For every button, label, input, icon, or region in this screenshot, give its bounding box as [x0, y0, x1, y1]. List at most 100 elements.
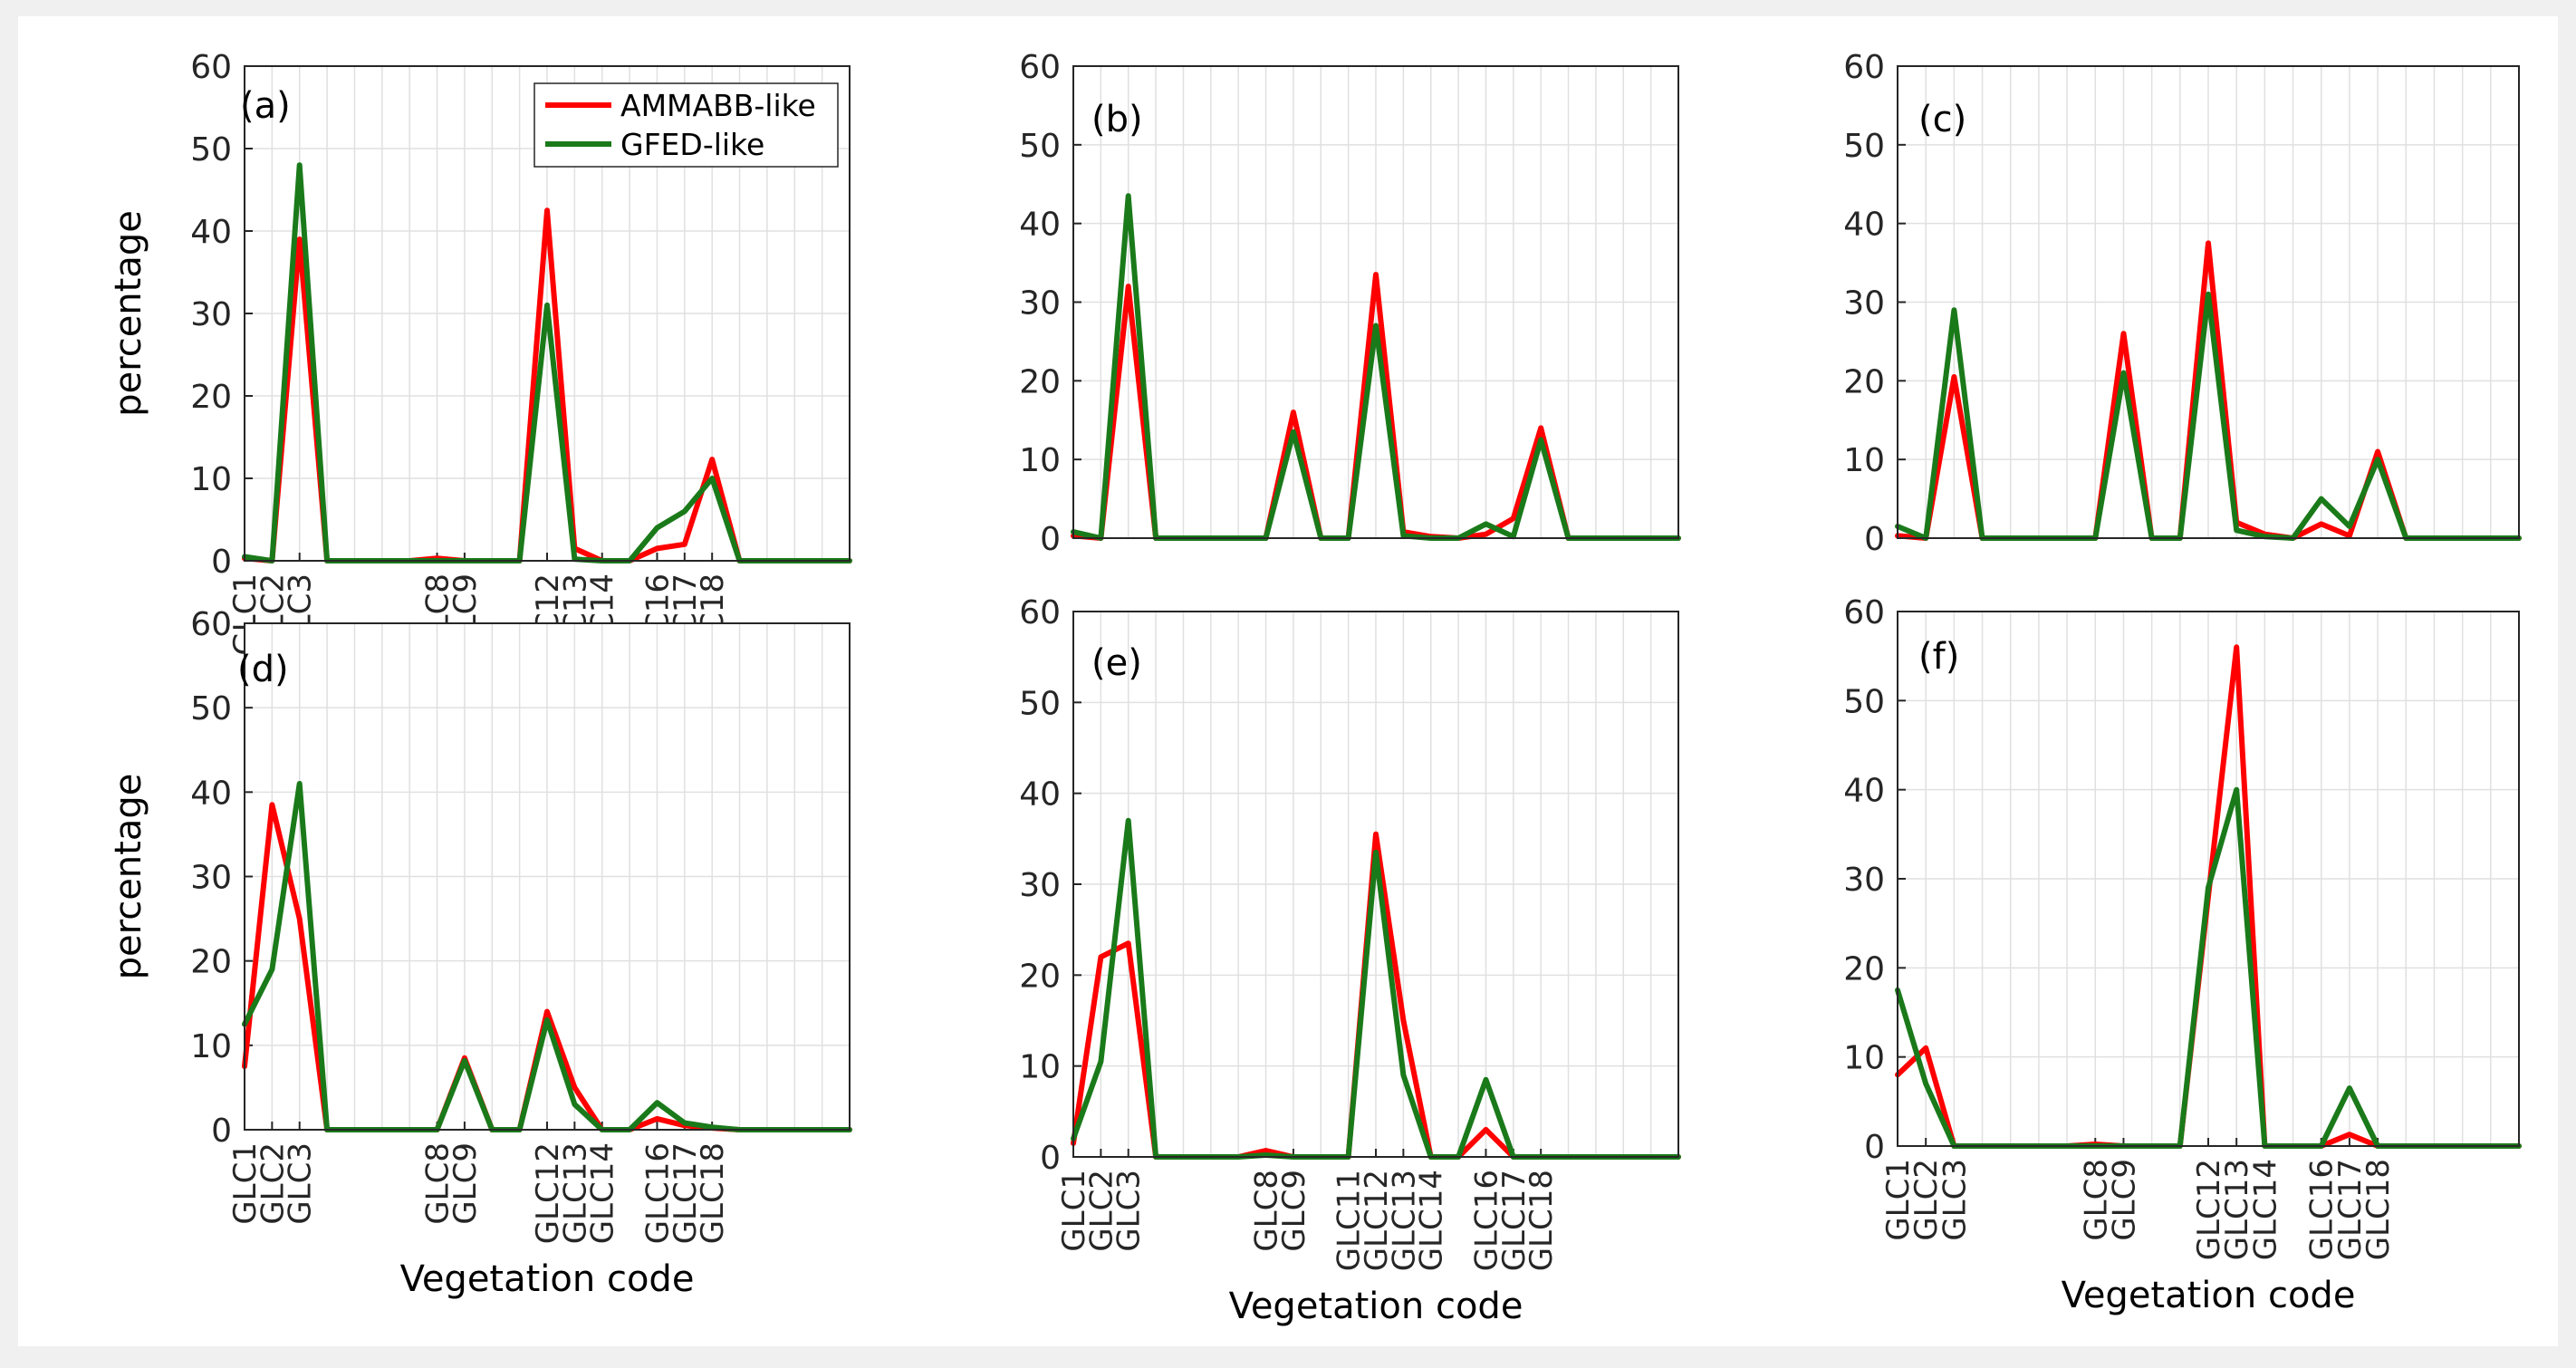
x-tick-label: GLC14 — [1414, 1170, 1450, 1271]
y-tick-label: 60 — [190, 606, 232, 643]
x-tick-label: GLC11 — [1331, 1170, 1368, 1271]
y-tick-label: 10 — [190, 461, 232, 498]
y-tick-label: 60 — [190, 49, 232, 86]
x-tick-label: GLC17 — [668, 1142, 704, 1244]
y-tick-label: 20 — [1019, 363, 1061, 400]
y-tick-label: 20 — [1843, 363, 1885, 400]
x-tick-label: GLC18 — [1523, 1170, 1560, 1271]
x-axis-label: Vegetation code — [1229, 1286, 1523, 1327]
x-tick-label: GLC12 — [1359, 1170, 1395, 1271]
y-tick-label: 0 — [1040, 521, 1061, 558]
x-tick-label: GLC14 — [585, 1142, 621, 1244]
plot-frame — [1072, 611, 1679, 1158]
x-tick-label: GLC3 — [283, 1142, 319, 1225]
x-tick-label: GLC13 — [1386, 1170, 1422, 1271]
x-tick-label: GLC18 — [2360, 1159, 2397, 1260]
y-tick-label: 50 — [1843, 683, 1885, 720]
y-tick-label: 60 — [1019, 49, 1061, 86]
y-tick-label: 20 — [190, 379, 232, 416]
plot-frame — [1072, 65, 1679, 539]
x-tick-label: GLC17 — [1496, 1170, 1533, 1271]
plot-frame — [1897, 611, 2520, 1147]
x-tick-label: GLC13 — [2219, 1159, 2255, 1260]
x-tick-label: GLC8 — [420, 1142, 457, 1225]
x-tick-label: GLC8 — [1249, 1170, 1285, 1252]
plot-frame — [244, 622, 851, 1131]
x-tick-label: GLC14 — [2247, 1159, 2283, 1260]
y-tick-label: 60 — [1843, 594, 1885, 631]
x-tick-label: GLC2 — [255, 1142, 291, 1225]
x-axis-label: Vegetation code — [2062, 1275, 2356, 1316]
x-tick-label: GLC9 — [2106, 1159, 2142, 1241]
y-tick-label: 10 — [1843, 442, 1885, 479]
panel-b: 0 10 20 30 40 50 60 (b) — [1019, 49, 1681, 558]
x-tick-label: GLC16 — [639, 1142, 676, 1244]
x-tick-label: GLC2 — [1908, 1159, 1945, 1241]
x-tick-label: GLC3 — [1937, 1159, 1973, 1241]
y-tick-label: 50 — [190, 131, 232, 169]
y-tick-label: 50 — [1019, 685, 1061, 722]
y-tick-label: 40 — [1843, 207, 1885, 244]
y-tick-label: 40 — [1019, 207, 1061, 244]
y-tick-label: 60 — [1843, 49, 1885, 86]
x-tick-label: GLC9 — [447, 1142, 484, 1225]
x-tick-label: GLC1 — [227, 1142, 264, 1225]
y-tick-label: 0 — [1864, 1129, 1885, 1166]
y-tick-label: 10 — [190, 1028, 232, 1065]
x-tick-label: GLC12 — [530, 1142, 566, 1244]
x-tick-label: GLC17 — [2332, 1159, 2369, 1260]
y-tick-label: 30 — [1843, 862, 1885, 899]
panel-label: (d) — [237, 649, 289, 690]
y-tick-label: 20 — [1019, 958, 1061, 995]
legend-box — [533, 82, 839, 168]
y-tick-label: 40 — [190, 214, 232, 251]
plot-frame — [1897, 65, 2520, 539]
y-tick-label: 10 — [1019, 442, 1061, 479]
y-tick-label: 50 — [190, 690, 232, 727]
y-tick-label: 30 — [1019, 285, 1061, 323]
y-axis-label: percentage — [108, 774, 149, 980]
y-tick-label: 50 — [1843, 128, 1885, 165]
y-tick-label: 20 — [1843, 950, 1885, 987]
y-tick-label: 0 — [1864, 521, 1885, 558]
x-axis-label: Vegetation code — [400, 1258, 695, 1300]
y-tick-label: 30 — [190, 296, 232, 333]
y-tick-label: 40 — [1019, 776, 1061, 814]
legend-entry: GFED-like — [620, 127, 764, 162]
panel-label: (c) — [1918, 99, 1966, 140]
panel-label: (b) — [1091, 99, 1143, 140]
y-tick-label: 50 — [1019, 128, 1061, 165]
x-tick-label: GLC16 — [1468, 1170, 1504, 1271]
x-tick-label: GLC18 — [695, 1142, 731, 1244]
x-tick-label: GLC16 — [2304, 1159, 2341, 1260]
y-tick-label: 40 — [190, 775, 232, 812]
y-tick-label: 0 — [211, 1113, 232, 1150]
x-tick-label: GLC1 — [1056, 1170, 1092, 1252]
y-tick-label: 10 — [1019, 1049, 1061, 1086]
y-tick-label: 0 — [211, 544, 232, 581]
x-tick-label: GLC12 — [2191, 1159, 2227, 1260]
y-tick-label: 30 — [190, 860, 232, 897]
y-tick-label: 20 — [190, 944, 232, 981]
x-tick-label: GLC1 — [1880, 1159, 1917, 1241]
y-tick-label: 0 — [1040, 1140, 1061, 1177]
x-tick-label: GLC2 — [1083, 1170, 1120, 1252]
panel-label: (e) — [1091, 642, 1142, 684]
x-tick-label: GLC3 — [1111, 1170, 1148, 1252]
plot-frame — [244, 65, 851, 562]
y-tick-label: 60 — [1019, 594, 1061, 631]
panel-label: (f) — [1918, 636, 1959, 678]
panel-label: (a) — [240, 85, 291, 127]
y-tick-label: 30 — [1843, 285, 1885, 323]
y-tick-label: 30 — [1019, 867, 1061, 904]
y-tick-label: 10 — [1843, 1040, 1885, 1077]
x-tick-label: GLC13 — [557, 1142, 593, 1244]
panel-c: 0 10 20 30 40 50 60 (c) — [1843, 49, 2522, 558]
y-axis-label: percentage — [108, 210, 149, 417]
x-tick-label: GLC8 — [2078, 1159, 2114, 1241]
x-tick-label: GLC9 — [1276, 1170, 1312, 1252]
legend-entry: AMMABB-like — [620, 88, 816, 123]
